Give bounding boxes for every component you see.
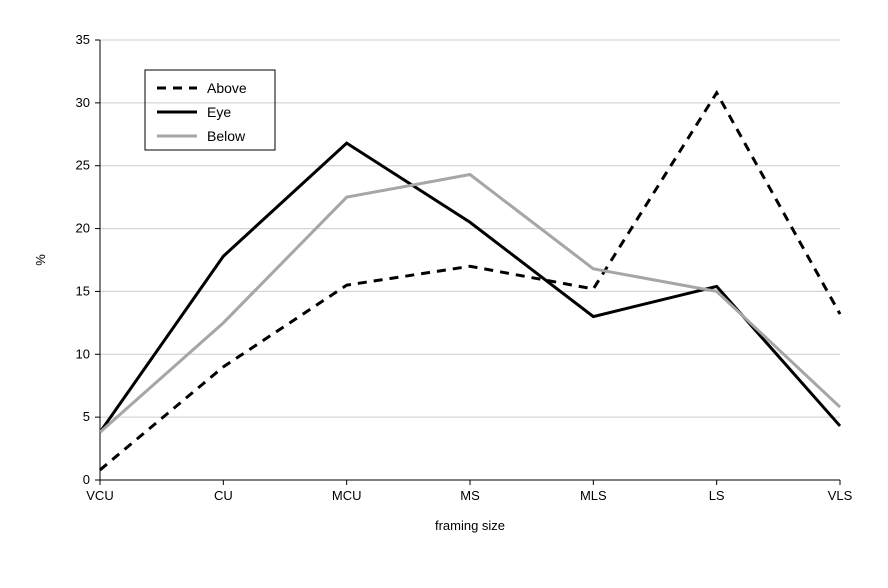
y-tick-label: 20 — [76, 221, 90, 236]
series-line-below — [100, 175, 840, 433]
y-tick-label: 5 — [83, 409, 90, 424]
y-tick-label: 0 — [83, 472, 90, 487]
series-line-above — [100, 93, 840, 470]
x-tick-label: MS — [460, 488, 480, 503]
legend-label: Eye — [207, 104, 231, 120]
chart-svg: 0 5 10 15 20 25 30 35 VCU CU MCU MS MLS LS VLS framing … — [0, 0, 888, 588]
x-tick-label: MLS — [580, 488, 607, 503]
x-tick-label: CU — [214, 488, 233, 503]
x-tick-label: VCU — [86, 488, 113, 503]
y-tick-label: 25 — [76, 158, 90, 173]
x-axis-title: framing size — [435, 518, 505, 533]
x-tick-label: LS — [709, 488, 725, 503]
series-line-eye — [100, 143, 840, 432]
y-tick-label: 15 — [76, 283, 90, 298]
y-tick-label: 30 — [76, 95, 90, 110]
y-axis-title: % — [33, 254, 48, 266]
legend-label: Below — [207, 128, 246, 144]
line-chart: 0 5 10 15 20 25 30 35 VCU CU MCU MS MLS LS VLS framing … — [0, 0, 888, 588]
x-tick-label: MCU — [332, 488, 362, 503]
y-tick-label: 10 — [76, 346, 90, 361]
legend-label: Above — [207, 80, 247, 96]
y-tick-label: 35 — [76, 32, 90, 47]
x-tick-label: VLS — [828, 488, 853, 503]
